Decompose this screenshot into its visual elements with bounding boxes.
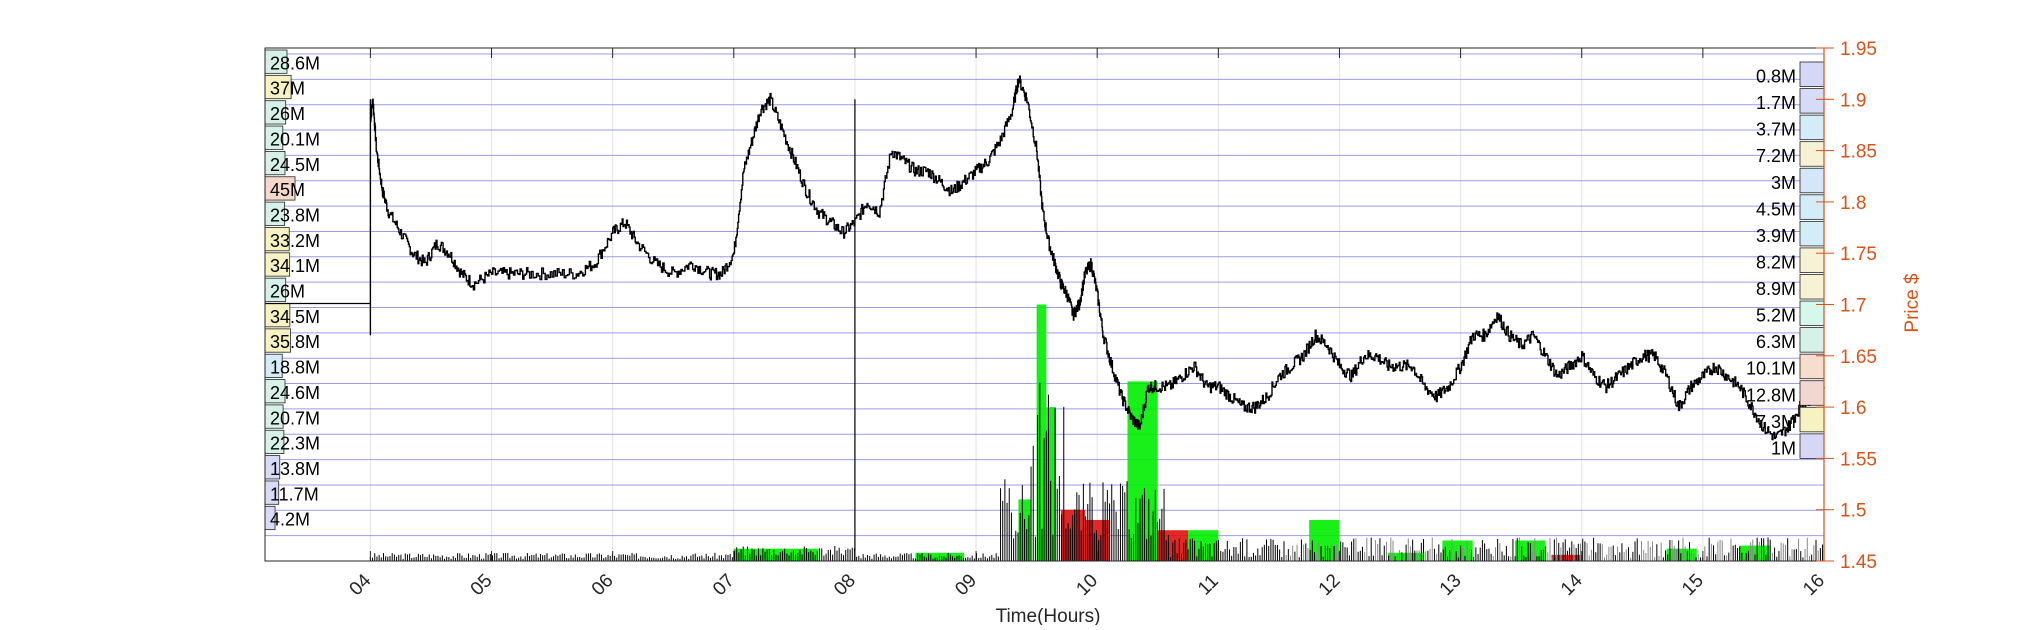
- left-volume-label: 11.7M: [270, 484, 319, 504]
- x-tick-label: 12: [1315, 570, 1345, 600]
- left-volume-label: 35.8M: [270, 332, 320, 352]
- right-profile-bar: [1799, 327, 1825, 353]
- x-tick-label: 11: [1194, 571, 1223, 600]
- y-right-tick-label: 1.45: [1840, 552, 1877, 573]
- right-profile-bar: [1799, 433, 1825, 459]
- right-profile-bar: [1799, 353, 1825, 380]
- right-volume-label: 7.2M: [1756, 146, 1796, 166]
- left-volume-profile: 28.6M 37M 26M 20.1M 24.5M 45M 23.8M 33.2M 34.1M 2…: [264, 49, 371, 531]
- y-right-tick-label: 1.6: [1840, 398, 1866, 419]
- right-profile-bar: [1799, 300, 1825, 327]
- right-volume-label: 8.9M: [1756, 279, 1796, 299]
- left-volume-label: 24.5M: [270, 155, 320, 175]
- x-tick-label: 16: [1799, 570, 1829, 600]
- x-tick-label: 05: [467, 570, 497, 600]
- left-volume-label: 28.6M: [270, 53, 320, 73]
- volume-bar: [1036, 304, 1047, 561]
- right-volume-label: 5.2M: [1756, 306, 1796, 326]
- left-volume-label: 18.8M: [270, 358, 320, 378]
- left-volume-label: 34.5M: [270, 307, 320, 327]
- right-profile-bar: [1799, 220, 1825, 247]
- left-volume-label: 33.2M: [270, 231, 320, 251]
- right-profile-bar: [1799, 61, 1825, 87]
- y-right-tick-label: 1.55: [1840, 449, 1877, 470]
- right-volume-label: 8.2M: [1756, 252, 1796, 272]
- right-volume-label: 6.3M: [1756, 332, 1796, 352]
- volume-bar: [1309, 519, 1340, 561]
- right-profile-bar: [1799, 167, 1825, 194]
- right-volume-label: 0.8M: [1756, 67, 1796, 87]
- price-series-line: [369, 75, 1825, 441]
- y-right-tick-label: 1.65: [1840, 347, 1877, 368]
- left-volume-label: 34.1M: [270, 256, 320, 276]
- right-volume-label: 3.9M: [1756, 226, 1796, 246]
- right-volume-label: 3M: [1771, 173, 1796, 193]
- y-right-tick-label: 1.7: [1840, 296, 1866, 317]
- x-tick-label: 07: [709, 570, 739, 600]
- y-axis-label-right: Price $: [1902, 273, 1923, 333]
- x-axis-label: Time(Hours): [996, 606, 1101, 625]
- volume-bar: [1442, 540, 1473, 561]
- right-profile-bar: [1799, 194, 1825, 220]
- x-tick-label: 14: [1557, 570, 1587, 600]
- axes: 04 05 06 07 08 09 10 11 12 13 14 15 16 1.45 1.5 1.55 1.6…: [264, 39, 1877, 600]
- x-tick-label: 09: [951, 570, 981, 600]
- y-right-tick-label: 1.8: [1840, 193, 1866, 214]
- left-volume-label: 20.7M: [270, 408, 320, 428]
- x-tick-label: 08: [830, 570, 860, 600]
- right-volume-profile: 0.8M 1.7M 3.7M 7.2M 3M 4.5M 3.9M 8.2M 8.9M 5.2M 6.…: [1746, 61, 1825, 459]
- y-right-tick-label: 1.75: [1840, 244, 1877, 265]
- y-right-tick-label: 1.95: [1840, 39, 1877, 60]
- left-volume-label: 24.6M: [270, 383, 320, 403]
- left-volume-label: 22.3M: [270, 434, 320, 454]
- left-volume-label: 20.1M: [270, 129, 320, 149]
- right-profile-bar: [1799, 274, 1825, 300]
- left-volume-label: 13.8M: [270, 459, 320, 479]
- right-volume-label: 7.3M: [1756, 412, 1796, 432]
- price-line-layer: [369, 75, 1825, 561]
- right-volume-label: 3.7M: [1756, 120, 1796, 140]
- x-tick-label: 04: [346, 570, 376, 600]
- left-volume-label: 37M: [270, 79, 305, 99]
- left-volume-label: 23.8M: [270, 205, 320, 225]
- x-tick-label: 10: [1072, 570, 1102, 600]
- volume-bars: [369, 304, 1824, 561]
- x-tick-label: 13: [1436, 570, 1466, 600]
- right-profile-bar: [1799, 247, 1825, 273]
- right-volume-label: 1M: [1771, 438, 1796, 458]
- y-right-tick-label: 1.9: [1840, 90, 1866, 111]
- left-volume-label: 26M: [270, 282, 305, 302]
- left-volume-label: 4.2M: [270, 510, 310, 530]
- left-volume-label: 26M: [270, 104, 305, 124]
- y-right-tick-label: 1.5: [1840, 501, 1866, 522]
- right-profile-bar: [1799, 88, 1825, 114]
- right-volume-label: 1.7M: [1756, 93, 1796, 113]
- right-profile-bar: [1799, 141, 1825, 167]
- x-tick-label: 15: [1678, 570, 1708, 600]
- y-right-tick-label: 1.85: [1840, 142, 1877, 163]
- right-volume-label: 12.8M: [1746, 385, 1796, 405]
- x-tick-label: 06: [588, 570, 618, 600]
- right-profile-bar: [1799, 380, 1825, 406]
- right-volume-label: 10.1M: [1746, 359, 1796, 379]
- right-profile-bar: [1799, 406, 1825, 433]
- left-volume-label: 45M: [270, 180, 305, 200]
- volume-bar: [1551, 554, 1582, 561]
- right-volume-label: 4.5M: [1756, 199, 1796, 219]
- right-profile-bar: [1799, 114, 1825, 141]
- volume-bar: [1666, 548, 1697, 561]
